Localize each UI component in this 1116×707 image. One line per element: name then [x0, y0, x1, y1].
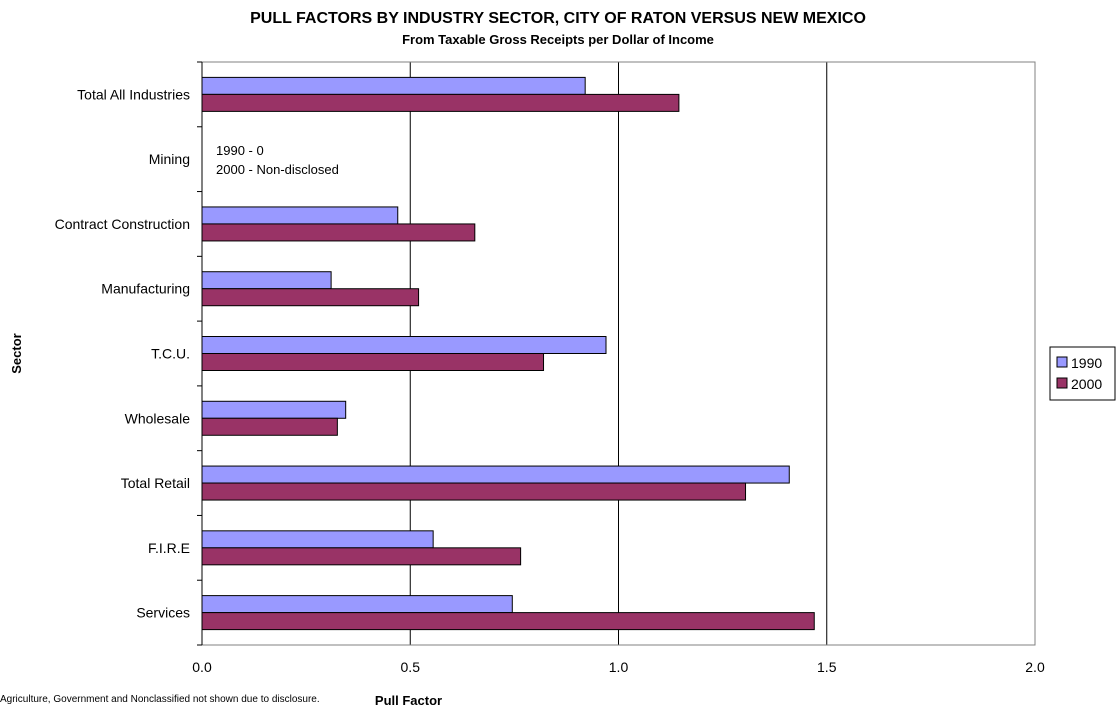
bar-2000: [201, 93, 680, 112]
bar-2000: [201, 353, 545, 371]
bar-1990: [201, 206, 399, 225]
bar-1990: [201, 530, 434, 549]
y-tick-label: Total All Industries: [77, 86, 190, 102]
chart-footnote: Agriculture, Government and Nonclassifie…: [0, 694, 320, 705]
x-tick-label: 2.0: [1025, 659, 1045, 675]
y-axis-title: Sector: [9, 333, 24, 373]
y-tick-label: Mining: [149, 151, 190, 167]
bar-2000: [201, 417, 338, 436]
x-tick-label: 0.0: [192, 659, 212, 675]
bar-1990: [201, 400, 347, 419]
x-tick-label: 0.5: [401, 659, 421, 675]
legend-swatch-1990: [1056, 356, 1068, 368]
mining-annotation: 1990 - 0: [216, 143, 264, 158]
bar-2000: [201, 612, 815, 631]
bar-1990: [201, 595, 513, 614]
bar-1990: [201, 336, 607, 354]
bar-2000: [201, 223, 476, 242]
y-tick-label: Total Retail: [121, 475, 190, 491]
chart-subtitle: From Taxable Gross Receipts per Dollar o…: [402, 32, 714, 47]
y-tick-label: T.C.U.: [151, 346, 190, 362]
legend-box: [1049, 346, 1116, 401]
y-tick-label: Wholesale: [125, 410, 191, 426]
legend-swatch-2000: [1056, 377, 1068, 389]
y-tick-label: F.I.R.E: [148, 540, 190, 556]
x-axis-title: Pull Factor: [375, 693, 442, 707]
bar-2000: [201, 547, 522, 566]
x-tick-label: 1.0: [609, 659, 629, 675]
chart-title: PULL FACTORS BY INDUSTRY SECTOR, CITY OF…: [250, 10, 866, 27]
bar-1990: [201, 76, 586, 95]
y-tick-label: Services: [136, 605, 190, 621]
y-tick-label: Manufacturing: [101, 281, 190, 297]
legend-label-1990: 1990: [1071, 355, 1102, 371]
bar-1990: [201, 271, 332, 290]
bar-1990: [201, 465, 790, 484]
y-tick-label: Contract Construction: [55, 216, 190, 232]
mining-annotation: 2000 - Non-disclosed: [216, 162, 339, 177]
bar-2000: [201, 288, 420, 307]
bar-2000: [201, 482, 747, 501]
x-tick-label: 1.5: [817, 659, 837, 675]
legend-label-2000: 2000: [1071, 376, 1102, 392]
